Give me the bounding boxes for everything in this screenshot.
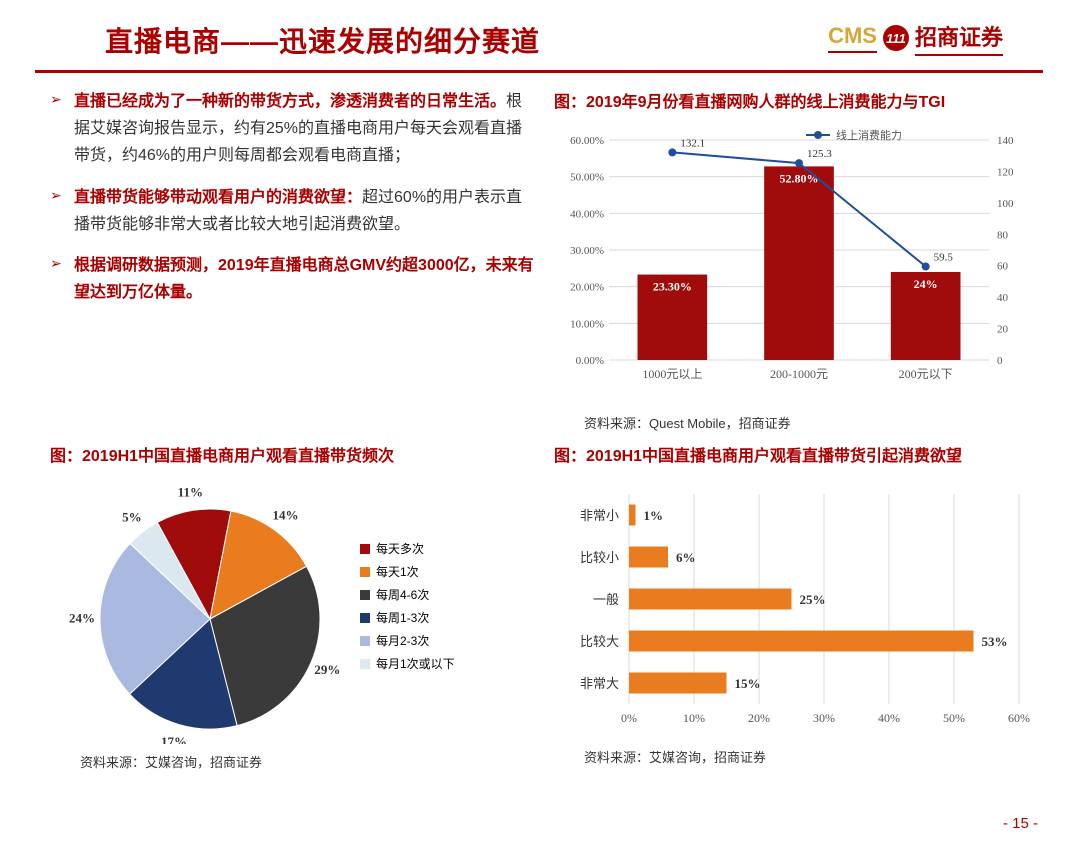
svg-text:0%: 0% — [621, 711, 637, 725]
svg-text:120: 120 — [997, 166, 1014, 178]
svg-text:比较大: 比较大 — [580, 634, 619, 649]
svg-text:30.00%: 30.00% — [570, 245, 604, 257]
svg-text:100: 100 — [997, 198, 1014, 210]
page-title: 直播电商——迅速发展的细分赛道 — [105, 20, 540, 60]
svg-text:25%: 25% — [800, 592, 826, 607]
legend-item: 每天多次 — [360, 540, 455, 557]
chart1-source: 资料来源：Quest Mobile，招商证券 — [554, 413, 1038, 432]
chart2-legend: 每天多次每天1次每周4-6次每周1-3次每月2-3次每月1次或以下 — [360, 540, 455, 678]
chart-tgi: 图：2019年9月份看直播网购人群的线上消费能力与TGI 0.00% 10.00%… — [554, 88, 1038, 432]
chart3-svg: 0% 10% 20% 30% 40% 50% 60% 1% 非常小 6% 比较小 25% 一般 53% 比较… — [554, 474, 1034, 734]
legend-item: 每天1次 — [360, 563, 455, 580]
legend-item: 每周1-3次 — [360, 609, 455, 626]
svg-text:17%: 17% — [161, 734, 187, 744]
svg-text:比较小: 比较小 — [580, 550, 619, 565]
bullet-item: 直播已经成为了一种新的带货方式，渗透消费者的日常生活。根据艾媒咨询报告显示，约有… — [50, 88, 534, 170]
svg-text:132.1: 132.1 — [680, 137, 705, 149]
svg-text:60%: 60% — [1008, 711, 1030, 725]
svg-text:80: 80 — [997, 229, 1009, 241]
svg-text:10.00%: 10.00% — [570, 318, 604, 330]
chart2-source: 资料来源：艾媒咨询，招商证券 — [50, 752, 534, 771]
svg-text:20.00%: 20.00% — [570, 282, 604, 294]
svg-text:6%: 6% — [676, 550, 696, 565]
svg-text:非常大: 非常大 — [580, 676, 619, 691]
svg-text:一般: 一般 — [593, 592, 619, 607]
svg-text:140: 140 — [997, 135, 1014, 147]
chart3-title: 图：2019H1中国直播电商用户观看直播带货引起消费欲望 — [554, 442, 1038, 466]
legend-item: 每月1次或以下 — [360, 655, 455, 672]
chart3-source: 资料来源：艾媒咨询，招商证券 — [554, 747, 1038, 766]
svg-text:线上消费能力: 线上消费能力 — [836, 128, 902, 142]
svg-text:24%: 24% — [914, 277, 938, 291]
logo-badge-icon: 111 — [883, 25, 909, 51]
svg-text:10%: 10% — [683, 711, 705, 725]
bullets-panel: 直播已经成为了一种新的带货方式，渗透消费者的日常生活。根据艾媒咨询报告显示，约有… — [50, 88, 534, 432]
svg-text:200-1000元: 200-1000元 — [770, 367, 828, 381]
svg-text:0.00%: 0.00% — [576, 355, 604, 367]
chart2-svg: 11% 14% 29% 17% 24% 5% — [50, 474, 360, 744]
brand-logo: CMS 111 招商证券 — [828, 20, 1003, 56]
svg-text:23.30%: 23.30% — [653, 280, 692, 294]
svg-text:14%: 14% — [273, 508, 299, 523]
svg-text:24%: 24% — [69, 611, 95, 626]
svg-text:59.5: 59.5 — [934, 252, 954, 264]
svg-text:0: 0 — [997, 355, 1003, 367]
svg-text:15%: 15% — [735, 676, 761, 691]
logo-cms: CMS — [828, 23, 877, 53]
legend-item: 每周4-6次 — [360, 586, 455, 603]
svg-text:50%: 50% — [943, 711, 965, 725]
chart1-svg: 0.00% 10.00% 20.00% 30.00% 40.00% 50.00% 60.00… — [554, 120, 1034, 400]
svg-text:20%: 20% — [748, 711, 770, 725]
svg-text:1%: 1% — [644, 508, 664, 523]
legend-item: 每月2-3次 — [360, 632, 455, 649]
svg-text:40%: 40% — [878, 711, 900, 725]
logo-cn: 招商证券 — [915, 20, 1003, 56]
svg-text:30%: 30% — [813, 711, 835, 725]
svg-text:40.00%: 40.00% — [570, 208, 604, 220]
chart1-title: 图：2019年9月份看直播网购人群的线上消费能力与TGI — [554, 88, 1038, 112]
svg-text:60: 60 — [997, 261, 1009, 273]
svg-text:200元以下: 200元以下 — [899, 367, 953, 381]
chart-hbar: 图：2019H1中国直播电商用户观看直播带货引起消费欲望 0% 10% 20% 30%… — [554, 442, 1038, 771]
page-number: - 15 - — [1003, 815, 1038, 832]
svg-text:1000元以上: 1000元以上 — [642, 367, 702, 381]
svg-text:5%: 5% — [122, 510, 142, 525]
svg-text:50.00%: 50.00% — [570, 172, 604, 184]
chart2-title: 图：2019H1中国直播电商用户观看直播带货频次 — [50, 442, 534, 466]
chart-pie: 图：2019H1中国直播电商用户观看直播带货频次 11% 14% 29% 17% 24%… — [50, 442, 534, 771]
bullet-item: 根据调研数据预测，2019年直播电商总GMV约超3000亿，未来有望达到万亿体量… — [50, 252, 534, 306]
svg-text:60.00%: 60.00% — [570, 135, 604, 147]
svg-text:非常小: 非常小 — [580, 508, 619, 523]
svg-text:40: 40 — [997, 292, 1009, 304]
svg-text:53%: 53% — [982, 634, 1008, 649]
svg-text:29%: 29% — [314, 662, 340, 677]
svg-text:11%: 11% — [178, 485, 203, 500]
svg-text:125.3: 125.3 — [807, 148, 832, 160]
svg-text:20: 20 — [997, 324, 1009, 336]
bullet-item: 直播带货能够带动观看用户的消费欲望：超过60%的用户表示直播带货能够非常大或者比… — [50, 184, 534, 238]
